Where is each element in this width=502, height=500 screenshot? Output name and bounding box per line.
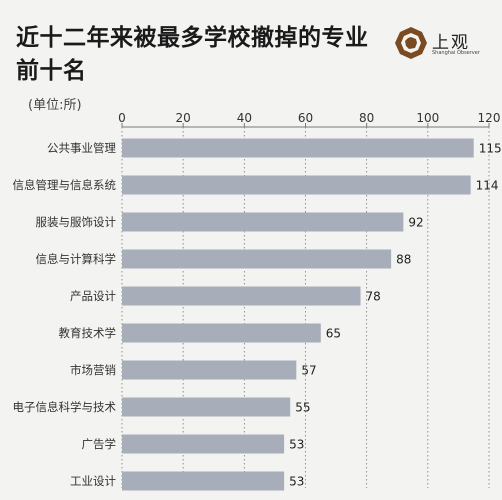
brand-name: 上观 — [432, 33, 470, 53]
x-tick-label: 20 — [176, 111, 191, 125]
category-label: 信息管理与信息系统 — [13, 178, 117, 192]
value-label: 65 — [326, 327, 341, 341]
bar — [122, 286, 361, 306]
value-label: 53 — [289, 475, 304, 489]
value-label: 78 — [366, 290, 381, 304]
value-label: 57 — [301, 364, 316, 378]
category-label: 工业设计 — [70, 474, 116, 488]
x-tick-label: 120 — [478, 111, 501, 125]
x-tick-label: 40 — [237, 111, 252, 125]
value-label: 53 — [289, 438, 304, 452]
category-label: 信息与计算科学 — [36, 252, 117, 266]
bar — [122, 397, 291, 417]
bar — [122, 323, 321, 343]
brand-mark-icon — [395, 27, 427, 59]
bar — [122, 434, 285, 454]
bar — [122, 360, 297, 380]
bar — [122, 175, 471, 195]
category-label: 教育技术学 — [59, 326, 117, 340]
category-label: 电子信息科学与技术 — [13, 400, 117, 414]
bar — [122, 212, 404, 232]
category-label: 服装与服饰设计 — [36, 215, 117, 229]
bar — [122, 471, 285, 491]
x-tick-label: 60 — [298, 111, 313, 125]
chart-title: 近十二年来被最多学校撤掉的专业前十名 — [16, 25, 369, 84]
category-label: 公共事业管理 — [47, 141, 116, 155]
bar — [122, 249, 392, 269]
value-label: 114 — [476, 179, 499, 193]
category-label: 产品设计 — [70, 289, 116, 303]
brand-logo: 上观 Shanghai Observer — [394, 26, 498, 62]
value-label: 115 — [479, 142, 502, 156]
bar — [122, 138, 474, 158]
x-tick-label: 0 — [118, 111, 126, 125]
brand-tagline: Shanghai Observer — [432, 50, 480, 56]
value-label: 92 — [408, 216, 423, 230]
x-tick-label: 100 — [416, 111, 439, 125]
value-label: 55 — [295, 401, 310, 415]
value-label: 88 — [396, 253, 411, 267]
unit-label: (单位:所) — [28, 98, 82, 113]
x-tick-label: 80 — [359, 111, 374, 125]
category-label: 广告学 — [82, 437, 117, 451]
category-label: 市场营销 — [70, 363, 116, 377]
